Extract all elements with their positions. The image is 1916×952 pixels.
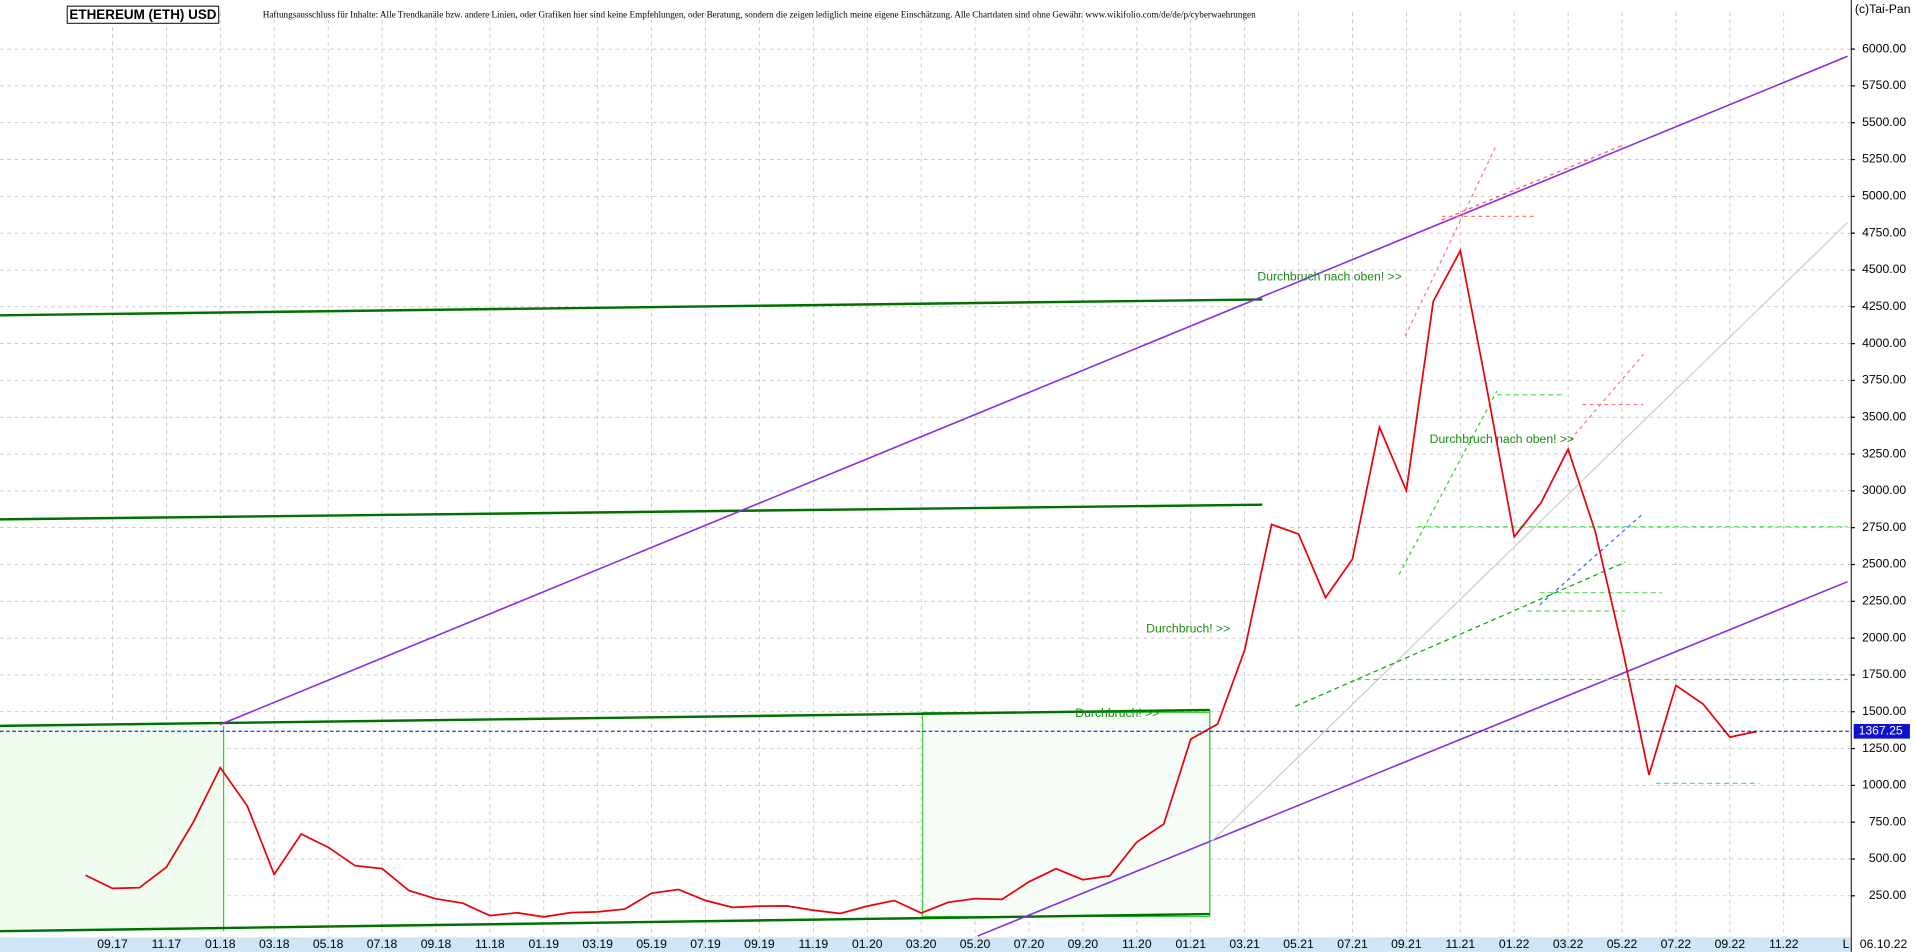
x-tick-label: 01.22 — [1499, 937, 1530, 951]
x-tick-label: 07.21 — [1337, 937, 1368, 951]
y-tick-label: 5250.00 — [1862, 152, 1906, 166]
x-tick-label: 05.19 — [636, 937, 667, 951]
y-tick-label: 750.00 — [1869, 814, 1907, 828]
y-tick-label: 4750.00 — [1862, 225, 1906, 239]
x-tick-label: 11.21 — [1445, 937, 1475, 951]
y-tick-label: 4250.00 — [1862, 299, 1906, 313]
y-tick-label: 3250.00 — [1862, 446, 1906, 460]
x-tick-label: 09.18 — [421, 937, 452, 951]
last-price-label: 1367.25 — [1859, 724, 1903, 738]
x-axis-band — [0, 937, 1852, 952]
x-tick-label: 11.22 — [1769, 937, 1799, 951]
x-tick-label: 01.21 — [1175, 937, 1206, 951]
y-tick-label: 5000.00 — [1862, 189, 1906, 203]
zone — [0, 725, 224, 932]
y-tick-label: 4500.00 — [1862, 262, 1906, 276]
y-tick-label: 3500.00 — [1862, 409, 1906, 423]
title-box — [66, 5, 220, 24]
x-tick-label: 11.19 — [799, 937, 829, 951]
y-tick-label: 5500.00 — [1862, 115, 1906, 129]
annotation: Durchbruch nach oben! >> — [1257, 270, 1402, 284]
x-tick-label: 09.20 — [1068, 937, 1099, 951]
y-tick-label: 2000.00 — [1862, 630, 1906, 644]
annotation: Durchbruch! >> — [1146, 622, 1230, 636]
price-line — [85, 248, 1757, 918]
x-tick-label: 11.18 — [475, 937, 505, 951]
x-tick-label: 11.17 — [152, 937, 182, 951]
x-tick-label: 11.20 — [1122, 937, 1152, 951]
x-tick-label: 01.20 — [852, 937, 883, 951]
x-tick-label: 05.20 — [960, 937, 991, 951]
y-tick-label: 2500.00 — [1862, 557, 1906, 571]
x-tick-label: 03.21 — [1229, 937, 1260, 951]
y-tick-label: 2250.00 — [1862, 594, 1906, 608]
last-date: 06.10.22 — [1860, 937, 1908, 951]
x-tick-label: 03.19 — [582, 937, 613, 951]
x-tick-label: 03.20 — [906, 937, 937, 951]
annotation: Durchbruch! >> — [1075, 706, 1159, 720]
axis-marker: L — [1843, 937, 1850, 951]
y-tick-label: 6000.00 — [1862, 41, 1906, 55]
x-tick-label: 01.19 — [529, 937, 560, 951]
x-tick-label: 07.19 — [690, 937, 721, 951]
x-tick-label: 03.22 — [1553, 937, 1584, 951]
last-price-box — [1853, 723, 1910, 739]
x-tick-label: 05.18 — [313, 937, 344, 951]
disclaimer: Haftungsausschluss für Inhalte: Alle Tre… — [263, 9, 1256, 19]
y-tick-label: 1750.00 — [1862, 667, 1906, 681]
y-tick-label: 500.00 — [1869, 851, 1907, 865]
chart-title: ETHEREUM (ETH) USD — [69, 7, 216, 22]
x-tick-label: 09.22 — [1715, 937, 1746, 951]
x-tick-label: 05.22 — [1607, 937, 1638, 951]
y-tick-label: 4000.00 — [1862, 336, 1906, 350]
zone — [922, 711, 1211, 917]
x-tick-label: 09.21 — [1391, 937, 1422, 951]
y-tick-label: 3000.00 — [1862, 483, 1906, 497]
y-tick-label: 3750.00 — [1862, 373, 1906, 387]
copyright: (c)Tai-Pan — [1855, 2, 1911, 16]
x-tick-label: 01.18 — [205, 937, 236, 951]
y-tick-label: 5750.00 — [1862, 78, 1906, 92]
y-tick-label: 2750.00 — [1862, 520, 1906, 534]
x-tick-label: 05.21 — [1283, 937, 1314, 951]
x-tick-label: 03.18 — [259, 937, 290, 951]
y-tick-label: 250.00 — [1869, 888, 1907, 902]
y-tick-label: 1500.00 — [1862, 704, 1906, 718]
annotation: Durchbruch nach oben! >> — [1430, 432, 1575, 446]
y-tick-label: 1250.00 — [1862, 741, 1906, 755]
trendlines — [0, 55, 1848, 937]
y-tick-label: 1000.00 — [1862, 778, 1906, 792]
x-tick-label: 07.22 — [1661, 937, 1692, 951]
x-tick-label: 09.19 — [744, 937, 775, 951]
x-tick-label: 07.20 — [1014, 937, 1045, 951]
x-tick-label: 07.18 — [367, 937, 398, 951]
grid — [0, 12, 1852, 938]
x-tick-label: 09.17 — [97, 937, 128, 951]
